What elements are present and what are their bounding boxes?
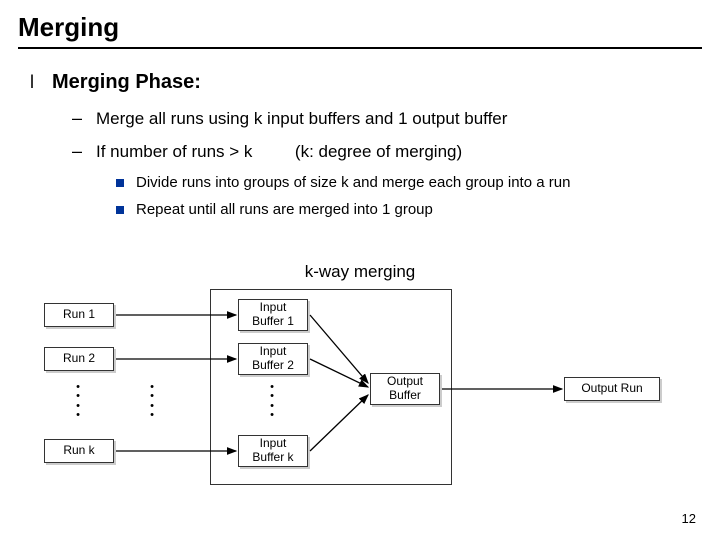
ibuf-label: Input Buffer 2: [252, 345, 294, 373]
run-label: Run k: [63, 444, 94, 458]
bullet-level3: Repeat until all runs are merged into 1 …: [116, 201, 702, 218]
bullet2-text: Merge all runs using k input buffers and…: [96, 109, 507, 129]
bullet-level1: l Merging Phase:: [30, 71, 702, 94]
bullet3-text: Divide runs into groups of size k and me…: [136, 174, 570, 191]
vertical-dots: ••••: [68, 383, 88, 420]
bullet2-text: If number of runs > k (k: degree of merg…: [96, 142, 462, 162]
ibuf-label: Input Buffer k: [252, 437, 293, 465]
output-buffer-box: Output Buffer: [370, 373, 440, 405]
bullet3-marker: [116, 179, 124, 187]
input-buffer-box: Input Buffer 2: [238, 343, 308, 375]
vertical-dots: ••••: [142, 383, 162, 420]
run-box: Run k: [44, 439, 114, 463]
run-box: Run 2: [44, 347, 114, 371]
run-label: Run 1: [63, 308, 95, 322]
bullet3-marker: [116, 206, 124, 214]
input-buffer-box: Input Buffer 1: [238, 299, 308, 331]
vertical-dots: ••••: [262, 383, 282, 420]
page-number: 12: [682, 511, 696, 526]
run-box: Run 1: [44, 303, 114, 327]
heading-text: Merging Phase:: [52, 71, 201, 94]
bullet-level2: – Merge all runs using k input buffers a…: [72, 108, 702, 129]
diagram: Run 1 Run 2 Run k Input Buffer 1 Input B…: [0, 285, 720, 505]
input-buffer-box: Input Buffer k: [238, 435, 308, 467]
bullet1-marker: l: [30, 72, 34, 93]
bullet2-marker: –: [72, 108, 82, 129]
page-title: Merging: [18, 12, 702, 43]
ibuf-label: Input Buffer 1: [252, 301, 294, 329]
bullet3-text: Repeat until all runs are merged into 1 …: [136, 201, 433, 218]
bullet-level3: Divide runs into groups of size k and me…: [116, 174, 702, 191]
diagram-caption: k-way merging: [0, 262, 720, 282]
slide: Merging l Merging Phase: – Merge all run…: [0, 0, 720, 540]
title-divider: [18, 47, 702, 49]
bullet-level2: – If number of runs > k (k: degree of me…: [72, 141, 702, 162]
run-label: Run 2: [63, 352, 95, 366]
output-run-box: Output Run: [564, 377, 660, 401]
outrun-label: Output Run: [581, 382, 642, 396]
bullet2-marker: –: [72, 141, 82, 162]
obuf-label: Output Buffer: [387, 375, 423, 403]
